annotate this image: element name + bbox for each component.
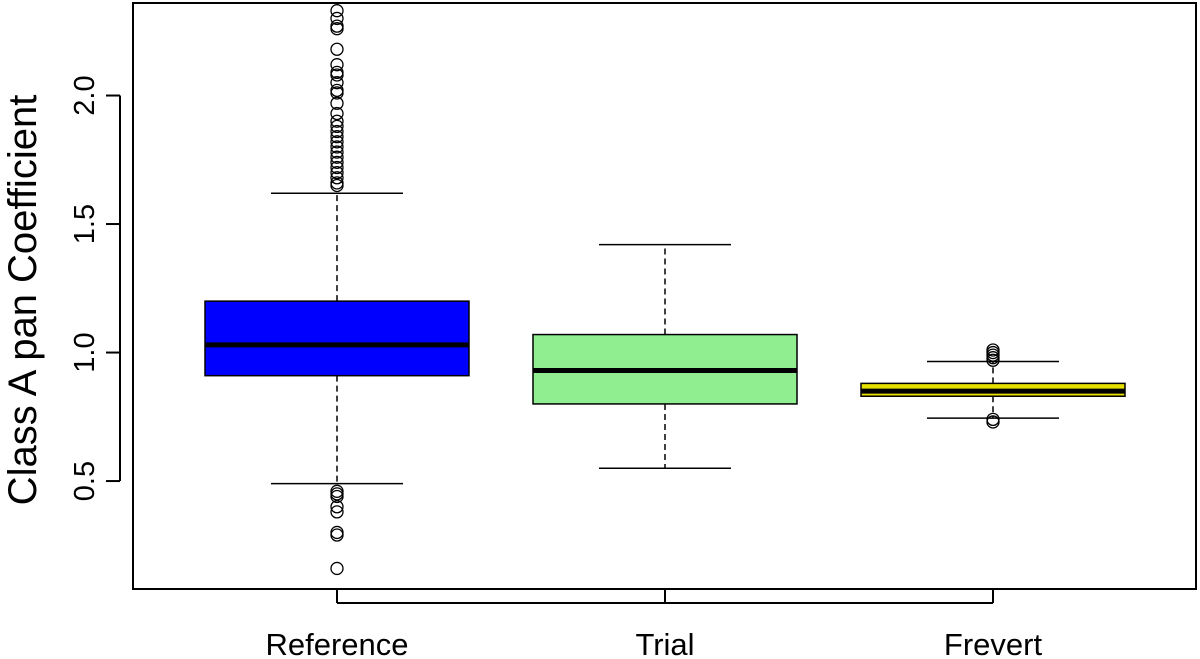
y-tick-label: 2.0 [69,75,101,115]
outlier-point [330,83,344,98]
outlier-point [330,114,344,128]
outlier-point [330,505,344,519]
outlier-point [330,525,344,540]
outlier-point [330,58,344,72]
outlier-point [986,415,1000,429]
y-tick-label: 0.5 [69,461,101,501]
outlier-point [330,22,344,36]
outlier-point [330,171,344,185]
y-axis-title: Class A pan Coefficient [1,95,45,506]
outlier-point [330,4,344,18]
outlier-point [330,500,344,514]
outlier-point [330,489,344,504]
outlier-point [330,561,344,576]
outlier-point [330,155,344,170]
box-reference [204,4,470,576]
y-tick-label: 1.5 [69,204,101,244]
outlier-point [330,178,344,193]
plot-frame [132,2,1197,590]
x-tick-label: Reference [265,627,408,659]
outlier-point [986,353,1000,367]
outlier-point [330,140,344,154]
box-frevert [860,343,1126,429]
outlier-point [330,11,344,26]
outlier-point [330,68,344,82]
y-axis: 0.5 1.0 1.5 2.0 [69,75,121,501]
outlier-point [330,119,344,134]
outlier-point [330,86,344,100]
box-trial [532,243,798,469]
x-tick-label: Frevert [944,627,1043,659]
outlier-point [330,165,344,180]
outlier-point [330,487,344,501]
outlier-point [330,106,344,121]
outlier-point [330,76,344,90]
outlier-point [330,42,344,56]
outlier-point [330,129,344,144]
outlier-point [330,124,344,139]
outlier-point [330,145,344,159]
x-axis: Reference Trial Frevert [265,589,1042,659]
outlier-point [330,135,344,149]
boxes-layer [204,4,1126,576]
outlier-point [330,528,344,542]
outlier-point [330,19,344,33]
outlier-point [330,96,344,110]
outlier-point [330,160,344,175]
box-iqr [204,300,470,377]
outlier-point [986,412,1000,427]
x-tick-label: Trial [635,627,694,659]
y-tick-label: 1.0 [69,332,101,372]
outlier-point [330,150,344,164]
